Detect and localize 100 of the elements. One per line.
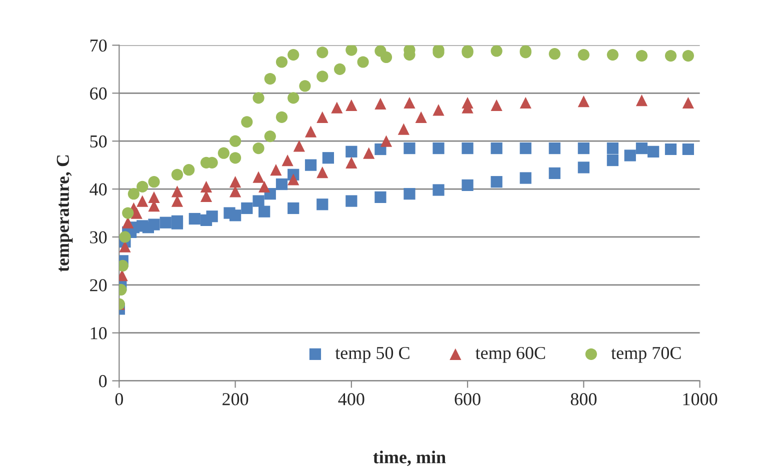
- point: [636, 50, 648, 62]
- point: [520, 172, 532, 184]
- x-tick-label: 800: [570, 393, 597, 406]
- point: [636, 94, 648, 106]
- point: [136, 195, 148, 207]
- point: [404, 142, 416, 154]
- point: [624, 150, 636, 162]
- point: [299, 80, 311, 92]
- point: [520, 96, 532, 109]
- point: [404, 188, 416, 200]
- point: [380, 135, 392, 147]
- point: [346, 99, 358, 111]
- point: [664, 143, 677, 156]
- point: [288, 202, 300, 214]
- point: [490, 142, 502, 154]
- point: [122, 207, 134, 219]
- point: [432, 104, 444, 116]
- point: [322, 152, 334, 164]
- point: [171, 168, 184, 180]
- point: [636, 142, 648, 154]
- point: [432, 184, 444, 196]
- point: [119, 231, 131, 243]
- point: [462, 142, 474, 154]
- point: [252, 142, 264, 154]
- point: [374, 191, 386, 203]
- point: [578, 96, 590, 108]
- point: [606, 142, 619, 154]
- point: [316, 198, 328, 210]
- point: [548, 142, 560, 154]
- point: [548, 48, 560, 60]
- point: [264, 130, 276, 142]
- point: [490, 99, 502, 111]
- point: [241, 202, 253, 214]
- legend-label: temp 70C: [611, 346, 681, 363]
- point: [160, 216, 172, 228]
- point: [136, 180, 148, 192]
- point: [316, 111, 328, 123]
- y-tick-label: 30: [90, 231, 107, 244]
- point: [346, 195, 358, 207]
- point: [252, 195, 264, 207]
- x-tick-label: 600: [454, 393, 480, 406]
- point: [258, 206, 270, 218]
- point: [276, 178, 288, 190]
- point: [648, 146, 660, 158]
- x-tick-label: 200: [222, 393, 248, 406]
- point: [148, 176, 160, 188]
- x-tick-label: 0: [115, 393, 123, 406]
- point: [664, 50, 677, 62]
- point: [252, 92, 264, 104]
- point: [357, 56, 369, 68]
- point: [276, 111, 288, 123]
- y-tick-label: 10: [90, 327, 107, 340]
- point: [218, 147, 230, 159]
- point: [241, 116, 253, 128]
- point: [490, 176, 502, 188]
- point: [331, 102, 343, 114]
- point: [398, 123, 410, 135]
- point: [415, 111, 427, 123]
- point: [188, 212, 200, 225]
- point: [148, 191, 160, 203]
- legend-label: temp 60C: [475, 346, 546, 363]
- point: [183, 164, 195, 176]
- x-tick-label: 1000: [683, 393, 718, 406]
- point: [316, 46, 328, 58]
- point: [288, 49, 300, 61]
- point: [288, 174, 300, 186]
- point: [346, 45, 358, 56]
- point: [578, 162, 590, 174]
- y-tick-label: 50: [90, 135, 107, 148]
- y-tick-label: 70: [90, 39, 107, 52]
- point: [578, 49, 590, 61]
- point: [130, 207, 142, 219]
- point: [548, 167, 560, 180]
- point: [682, 96, 694, 109]
- point: [200, 214, 212, 226]
- point: [270, 164, 282, 176]
- point: [682, 50, 694, 62]
- point: [229, 210, 242, 222]
- point: [520, 142, 532, 154]
- point: [316, 70, 328, 82]
- point: [606, 154, 619, 166]
- point: [142, 222, 154, 234]
- point: [276, 56, 288, 68]
- point: [346, 156, 358, 168]
- x-axis-title: time, min: [373, 450, 446, 466]
- point: [432, 142, 444, 154]
- point: [171, 186, 184, 198]
- point: [462, 179, 474, 192]
- point: [404, 96, 416, 109]
- legend-label: temp 50 C: [335, 346, 410, 363]
- y-tick-label: 40: [90, 183, 107, 196]
- point: [682, 143, 694, 156]
- point: [229, 176, 242, 188]
- point: [363, 147, 375, 159]
- point: [229, 152, 242, 164]
- point: [252, 171, 264, 183]
- point: [334, 63, 346, 75]
- point: [304, 159, 317, 171]
- point: [288, 92, 300, 104]
- point: [258, 180, 270, 192]
